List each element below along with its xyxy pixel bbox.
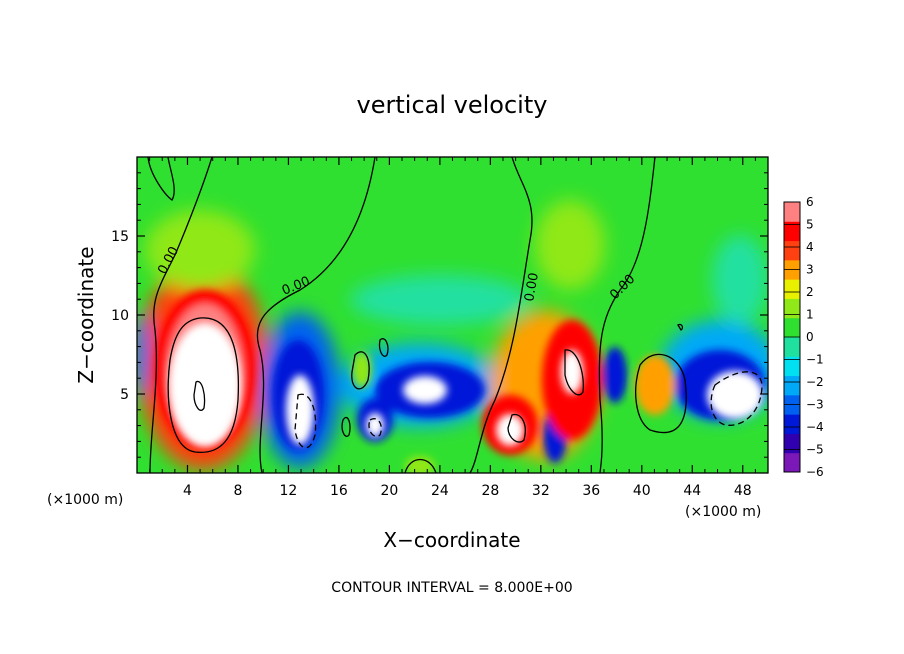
colorbar-swatch-5: [784, 356, 800, 377]
contour-positive-line-1: [167, 317, 240, 454]
x-tick-label-11: 48: [734, 483, 752, 499]
colorbar-tick-label-4: 2: [806, 285, 814, 299]
x-tick-label-5: 24: [431, 483, 449, 499]
x-tick-label-4: 20: [380, 483, 398, 499]
colorbar: 6 5 4 3 2 1 0 −1 −2 −3 −4 −5 −6: [783, 195, 824, 479]
y-axis-label: Z−coordinate: [74, 246, 98, 383]
colorbar-swatch-2: [784, 414, 800, 434]
x-tick-label-10: 44: [683, 483, 701, 499]
colorbar-tick-label-7: −1: [806, 353, 824, 367]
contour-interval-footer: CONTOUR INTERVAL = 8.000E+00: [331, 580, 572, 596]
field-cell-left-edge-downdraft: [137, 315, 149, 395]
colorbar-tick-label-9: −3: [806, 398, 824, 412]
contour-zero-line-9: [378, 338, 389, 357]
field-core-downdraft-white-4: [707, 371, 763, 419]
colorbar-swatch-1: [784, 433, 800, 454]
colorbar-tick-label-2: 4: [806, 240, 814, 254]
contour-zero-line-1: [147, 157, 175, 201]
colorbar-tick-label-10: −4: [806, 420, 824, 434]
field-core-updraft-white-3: [561, 350, 583, 394]
colorbar-tick-label-11: −5: [806, 443, 824, 457]
colorbar-tick-label-5: 1: [806, 308, 814, 322]
colorbar-swatch-0: [784, 452, 800, 473]
colorbar-tick-label-0: 6: [806, 195, 814, 209]
contour-negative-line-3: [710, 371, 763, 426]
x-unit-label-left: (×1000 m): [47, 492, 123, 508]
field-core-downdraft-white-1: [286, 375, 314, 445]
colorbar-tick-label-1: 5: [806, 218, 814, 232]
field-cell-downdraft-blue-5: [603, 347, 627, 403]
colorbar-swatch-13: [784, 202, 800, 222]
contour-label-3: 0.00: [522, 272, 542, 303]
field-cell-upper-green: [145, 210, 255, 290]
contour-zero-line-3: [256, 157, 376, 473]
plot-area: 0.00 0.00 0.00 0.00: [137, 157, 768, 473]
contour-positive-line-2: [193, 380, 206, 411]
contour-positive-line-3: [564, 349, 584, 396]
x-tick-label-3: 16: [330, 483, 348, 499]
field-cell-green-yellow-small: [352, 352, 372, 388]
colorbar-swatch-11: [784, 240, 800, 261]
x-axis-label: X−coordinate: [383, 528, 520, 552]
contour-zero-line-7: [635, 353, 687, 434]
colorbar-tick-label-8: −2: [806, 375, 824, 389]
contour-zero-line-10: [341, 416, 351, 437]
contour-zero-line-8: [351, 351, 370, 390]
field-core-left-white: [169, 323, 241, 447]
colorbar-swatch-6: [784, 337, 800, 357]
contour-zero-line-4: [469, 157, 533, 473]
contour-negative-line-2: [368, 418, 382, 437]
x-tick-label-0: 4: [183, 483, 192, 499]
y-tick-label-1: 10: [111, 308, 129, 324]
contour-positive-line-4: [507, 413, 526, 443]
x-tick-label-2: 12: [280, 483, 298, 499]
field-cell-right-cyan-upper: [712, 235, 768, 325]
contour-negative-line-1: [294, 393, 317, 449]
x-tick-label-6: 28: [481, 483, 499, 499]
contour-lines: [147, 157, 763, 473]
colorbar-swatch-9: [784, 279, 800, 299]
x-tick-label-8: 36: [582, 483, 600, 499]
field-core-downdraft-white-2: [403, 376, 447, 404]
contour-zero-line-5: [598, 157, 656, 473]
chart-title: vertical velocity: [357, 91, 548, 119]
field-cell-center-cyan: [350, 275, 530, 325]
colorbar-swatch-4: [784, 375, 800, 396]
colorbar-tick-label-6: 0: [806, 330, 814, 344]
x-axis: 4 8 12 16 20 24 28 32 36 40 44 48: [149, 157, 756, 499]
colorbar-tick-label-3: 3: [806, 263, 814, 277]
x-unit-label-right: (×1000 m): [685, 504, 761, 520]
y-tick-label-2: 15: [111, 229, 129, 245]
field-core-updraft-white-2: [496, 414, 524, 446]
contour-positive-line-5: [677, 323, 684, 331]
field-cell-top-green-right: [535, 200, 605, 290]
field-cell-bottom-green: [405, 456, 435, 473]
colorbar-tick-label-12: −6: [806, 465, 824, 479]
y-axis: 5 10 15: [111, 172, 768, 458]
x-tick-label-1: 8: [233, 483, 242, 499]
x-tick-label-7: 32: [532, 483, 550, 499]
x-tick-label-9: 40: [633, 483, 651, 499]
colorbar-swatch-7: [784, 317, 800, 338]
contour-zero-line-6: [404, 458, 437, 473]
y-tick-label-0: 5: [120, 387, 129, 403]
colorbar-swatch-12: [784, 221, 800, 242]
field-cell-updraft-orange-4: [635, 355, 675, 415]
colorbar-swatch-8: [784, 298, 800, 319]
contour-zero-line-2: [149, 157, 213, 473]
